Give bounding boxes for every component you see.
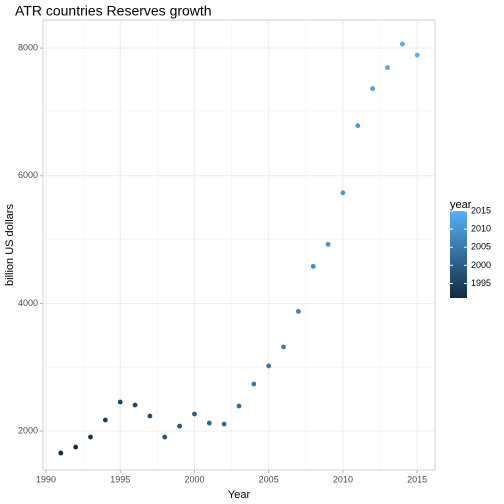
point xyxy=(102,417,108,423)
point xyxy=(88,434,93,440)
point xyxy=(340,190,346,196)
x-tick-label: 2010 xyxy=(333,474,353,484)
x-tick-label: 2000 xyxy=(184,474,204,484)
y-axis-title: billion US dollars xyxy=(4,204,16,286)
y-tick-label: 4000 xyxy=(18,298,38,308)
legend-colorbar xyxy=(450,211,467,298)
y-tick-label: 2000 xyxy=(18,425,38,435)
point xyxy=(295,308,301,314)
point xyxy=(177,423,183,429)
point xyxy=(370,86,376,92)
y-tick-label: 6000 xyxy=(18,170,38,180)
chart-title: ATR countries Reserves growth xyxy=(15,3,212,19)
legend-label: 1995 xyxy=(471,278,491,288)
legend-label: 2005 xyxy=(471,242,491,252)
point xyxy=(266,363,272,369)
point xyxy=(325,241,331,247)
point xyxy=(399,41,405,47)
point xyxy=(117,399,123,405)
x-tick-label: 2005 xyxy=(259,474,279,484)
point xyxy=(132,402,138,408)
point xyxy=(251,381,257,387)
point xyxy=(147,413,153,419)
point xyxy=(355,123,361,129)
point xyxy=(58,450,64,456)
point xyxy=(73,444,79,450)
point xyxy=(192,411,197,417)
point xyxy=(414,52,420,58)
legend-label: 2010 xyxy=(471,224,491,234)
point xyxy=(206,420,212,426)
point xyxy=(385,65,390,71)
y-tick-label: 8000 xyxy=(18,42,38,52)
point xyxy=(236,403,242,409)
point xyxy=(281,344,286,350)
point xyxy=(162,434,168,440)
x-tick-label: 1995 xyxy=(110,474,130,484)
legend-label: 2000 xyxy=(471,260,491,270)
x-tick-label: 2015 xyxy=(407,474,427,484)
point xyxy=(221,421,227,427)
legend-label: 2015 xyxy=(471,205,491,215)
x-tick-label: 1990 xyxy=(36,474,56,484)
point xyxy=(310,263,316,269)
legend-title: year xyxy=(450,199,472,211)
plot-panel xyxy=(42,19,436,471)
x-axis-title: Year xyxy=(228,489,251,501)
